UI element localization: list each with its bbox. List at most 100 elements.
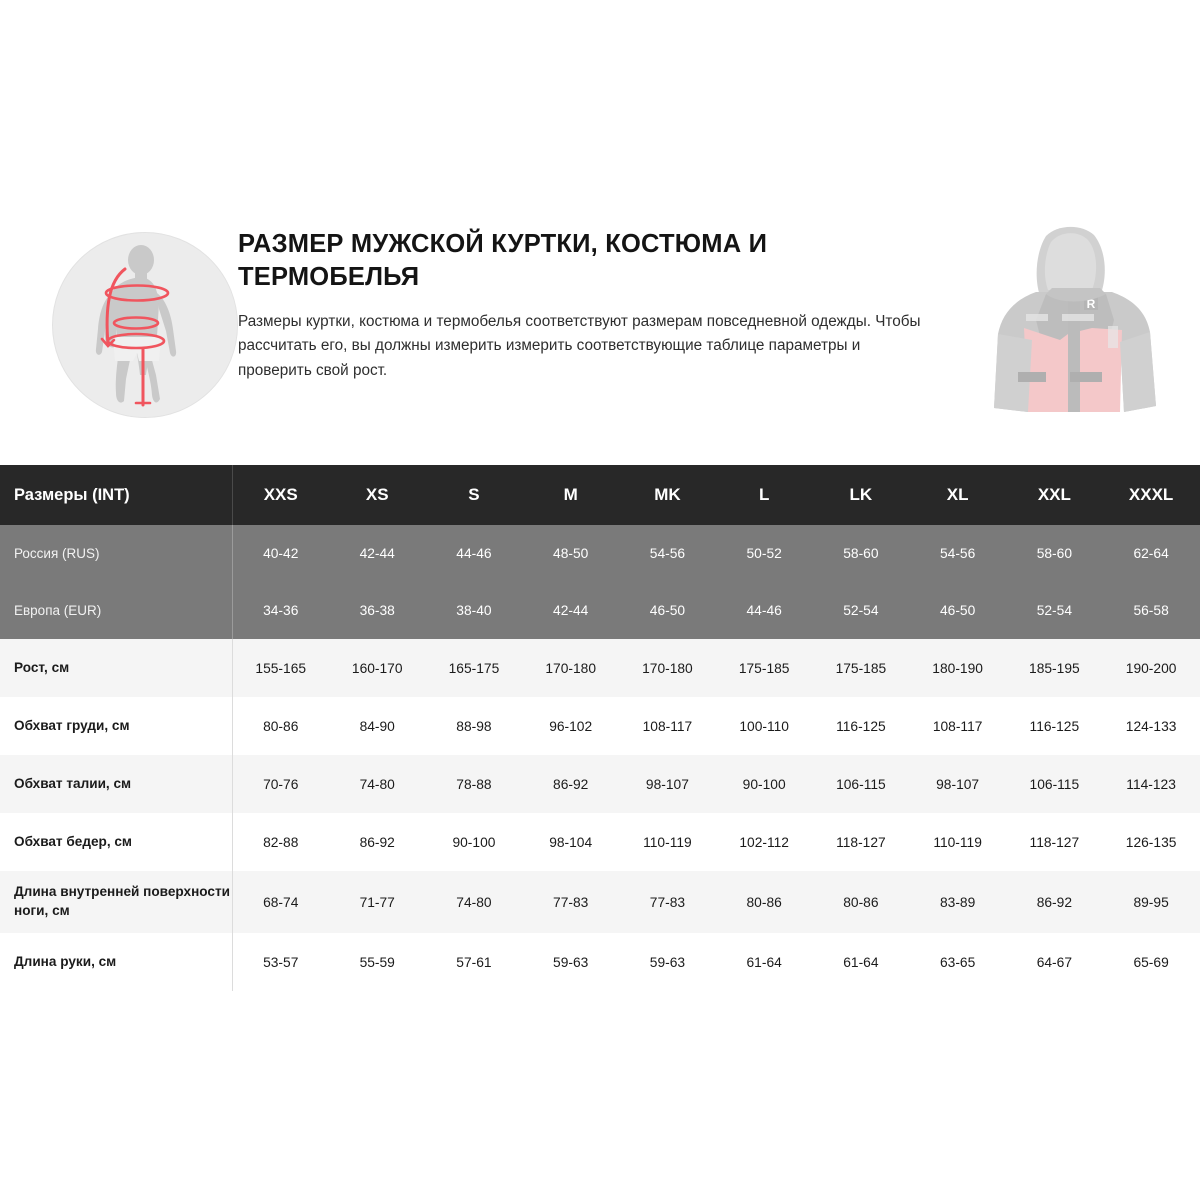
cell: 46-50 [649,603,686,618]
cell: 38-40 [456,603,492,618]
cell: 84-90 [359,718,395,734]
cell: 53-57 [263,954,299,970]
cell: 42-44 [359,546,395,561]
row-label: Обхват груди, см [0,697,233,755]
cell: 44-46 [456,546,492,561]
cell: 88-98 [456,718,492,734]
cell: 86-92 [359,834,395,850]
cell: 83-89 [939,894,976,910]
cell: 54-56 [649,546,686,561]
cell: 58-60 [1036,546,1072,561]
cell: 90-100 [452,834,496,850]
cell: 65-69 [1133,954,1169,970]
cell: 89-95 [1133,894,1169,910]
cell: 165-175 [448,660,500,676]
row-label: Обхват бедер, см [0,813,233,871]
cell: 108-117 [932,718,983,734]
cell: 175-185 [835,660,887,676]
cell: 118-127 [1029,834,1080,850]
cell: 58-60 [843,546,879,561]
cell: 114-123 [1126,776,1176,792]
cell: 98-104 [549,834,593,850]
cell: 70-76 [263,776,299,792]
cell: 40-42 [263,546,299,561]
cell: 50-52 [746,546,782,561]
header-size-xxs: XXS [232,465,329,525]
cell: 48-50 [553,546,589,561]
header-size-s: S [425,465,523,525]
cell: 78-88 [456,776,492,792]
cell: 46-50 [939,603,976,618]
cell: 56-58 [1133,603,1169,618]
cell: 62-64 [1133,546,1169,561]
cell: 155-165 [255,660,307,676]
cell: 52-54 [1036,603,1072,618]
cell: 190-200 [1125,660,1177,676]
cell: 55-59 [359,954,395,970]
table-row: Обхват талии, см 70-76 74-80 78-88 86-92… [0,755,1200,813]
table-row: Длина руки, см 53-57 55-59 57-61 59-63 5… [0,933,1200,991]
table-row: Россия (RUS) 40-42 42-44 44-46 48-50 54-… [0,525,1200,582]
table-row: Рост, см 155-165 160-170 165-175 170-180… [0,639,1200,697]
cell: 64-67 [1036,954,1072,970]
header-size-xxl: XXL [1005,465,1103,525]
cell: 185-195 [1029,660,1080,676]
page-description: Размеры куртки, костюма и термобелья соо… [238,313,921,379]
row-label: Длина внутренней поверхности ноги, см [0,871,233,933]
cell: 86-92 [1036,894,1072,910]
cell: 68-74 [263,894,299,910]
header-size-mk: MK [619,465,716,525]
cell: 44-46 [746,603,782,618]
cell: 116-125 [836,718,886,734]
cell: 160-170 [351,660,403,676]
header-size-xs: XS [328,465,426,525]
svg-text:R: R [1087,297,1096,311]
cell: 106-115 [836,776,886,792]
cell: 126-135 [1125,834,1177,850]
cell: 80-86 [263,718,299,734]
row-label: Россия (RUS) [0,525,233,582]
cell: 36-38 [359,603,395,618]
hero-text-block: РАЗМЕР МУЖСКОЙ КУРТКИ, КОСТЮМА И ТЕРМОБЕ… [238,228,928,383]
row-label: Длина руки, см [0,933,233,991]
cell: 118-127 [836,834,886,850]
header-size-xxxl: XXXL [1102,465,1200,525]
cell: 82-88 [263,834,299,850]
cell: 170-180 [642,660,693,676]
cell: 54-56 [939,546,976,561]
table-header-row: Размеры (INT) XXS XS S M MK L LK XL XXL … [0,465,1200,525]
cell: 59-63 [649,954,686,970]
cell: 71-77 [359,894,395,910]
cell: 90-100 [742,776,786,792]
cell: 98-107 [936,776,980,792]
cell: 102-112 [739,834,789,850]
cell: 110-119 [933,834,982,850]
cell: 61-64 [746,954,782,970]
cell: 74-80 [456,894,492,910]
cell: 110-119 [643,834,692,850]
cell: 180-190 [932,660,983,676]
table-row: Обхват бедер, см 82-88 86-92 90-100 98-1… [0,813,1200,871]
cell: 175-185 [738,660,790,676]
cell: 59-63 [553,954,589,970]
cell: 61-64 [843,954,879,970]
cell: 80-86 [843,894,879,910]
header-label-cell: Размеры (INT) [0,465,233,525]
cell: 124-133 [1125,718,1177,734]
cell: 80-86 [746,894,782,910]
header-size-l: L [715,465,813,525]
cell: 96-102 [549,718,593,734]
cell: 77-83 [649,894,686,910]
cell: 170-180 [545,660,596,676]
size-chart-table: Размеры (INT) XXS XS S M MK L LK XL XXL … [0,465,1200,991]
header-size-xl: XL [909,465,1006,525]
table-row: Длина внутренней поверхности ноги, см 68… [0,871,1200,933]
jacket-product-photo: R [988,222,1164,462]
cell: 86-92 [553,776,589,792]
body-measurement-icon [52,232,238,418]
cell: 116-125 [1029,718,1080,734]
row-label: Европа (EUR) [0,582,233,639]
table-row: Обхват груди, см 80-86 84-90 88-98 96-10… [0,697,1200,755]
page-title: РАЗМЕР МУЖСКОЙ КУРТКИ, КОСТЮМА И ТЕРМОБЕ… [238,230,768,292]
